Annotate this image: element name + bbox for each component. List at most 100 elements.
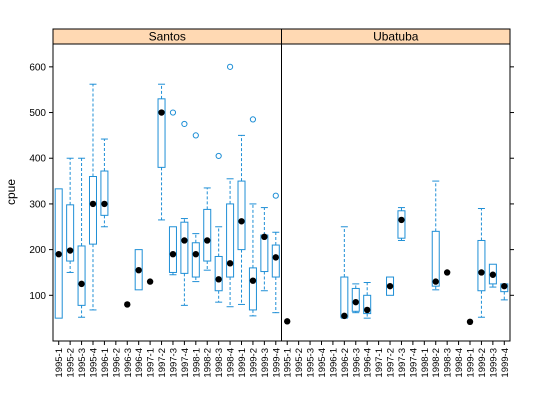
box-iqr <box>191 242 200 278</box>
y-tick-label: 100 <box>29 291 46 302</box>
outlier-point <box>215 152 222 160</box>
box-iqr <box>157 98 166 168</box>
y-tick-label: 200 <box>29 245 46 256</box>
x-tick-label: 1997-2 <box>157 348 168 378</box>
median-dot <box>181 237 188 244</box>
outlier-point <box>169 109 177 116</box>
box-iqr <box>54 188 63 319</box>
panel-title: Santos <box>149 30 186 44</box>
median-dot <box>146 278 154 285</box>
outlier-point <box>249 116 257 123</box>
box-iqr <box>203 208 212 262</box>
box-iqr <box>88 176 97 245</box>
x-tick-label: 1998-1 <box>191 348 202 378</box>
box-iqr <box>248 267 257 311</box>
median-dot <box>272 254 279 261</box>
box-iqr <box>260 234 269 273</box>
median-dot <box>432 278 439 285</box>
x-tick-label: 1999-1 <box>237 348 248 378</box>
median-dot <box>261 233 268 241</box>
median-dot <box>352 298 359 306</box>
x-tick-label: 1996-2 <box>340 348 351 378</box>
x-tick-label: 1995-4 <box>317 348 328 378</box>
median-dot <box>124 301 131 308</box>
outlier-point <box>272 192 279 199</box>
x-tick-label: 1999-4 <box>271 348 282 378</box>
box-iqr <box>363 294 372 315</box>
x-tick-label: 1997-2 <box>386 348 397 378</box>
x-tick-label: 1998-3 <box>214 348 225 378</box>
x-tick-label: 1995-1 <box>54 348 65 378</box>
x-tick-label: 1998-1 <box>420 348 431 378</box>
x-tick-label: 1997-4 <box>180 348 191 378</box>
x-tick-label: 1995-3 <box>77 348 88 378</box>
x-tick-label: 1996-1 <box>100 348 111 378</box>
x-tick-label: 1997-1 <box>374 348 385 378</box>
median-dot <box>78 280 85 288</box>
box-iqr <box>100 170 109 216</box>
median-dot <box>249 277 257 284</box>
median-dot <box>158 109 165 116</box>
median-dot <box>215 276 222 283</box>
median-dot <box>443 269 451 276</box>
panel-frame <box>52 28 282 342</box>
median-dot <box>341 312 348 320</box>
x-tick-label: 1996-4 <box>134 348 145 378</box>
median-dot <box>363 306 371 314</box>
x-tick-label: 1998-2 <box>431 348 442 378</box>
x-tick-label: 1999-3 <box>260 348 271 378</box>
x-tick-label: 1997-1 <box>146 348 157 378</box>
median-dot <box>489 271 497 278</box>
median-dot <box>238 218 245 225</box>
y-tick-label: 300 <box>29 199 46 210</box>
box-iqr <box>340 276 349 318</box>
x-tick-label: 1995-1 <box>283 348 294 378</box>
x-tick-label: 1995-4 <box>88 348 99 378</box>
box-iqr <box>77 245 86 306</box>
median-dot <box>478 269 485 276</box>
x-tick-label: 1997-4 <box>408 348 419 378</box>
box-iqr <box>134 249 143 291</box>
median-dot <box>66 247 74 254</box>
outlier-point <box>181 120 188 128</box>
box-iqr <box>168 226 177 273</box>
x-tick-label: 1995-2 <box>66 348 77 378</box>
median-dot <box>226 260 234 267</box>
x-tick-label: 1998-4 <box>454 348 465 378</box>
x-tick-label: 1998-3 <box>443 348 454 378</box>
median-dot <box>192 250 200 258</box>
median-dot <box>386 282 394 290</box>
median-dot <box>55 250 62 258</box>
median-dot <box>89 200 97 208</box>
x-tick-label: 1999-2 <box>248 348 259 378</box>
x-tick-label: 1995-3 <box>306 348 317 378</box>
y-tick-label: 500 <box>29 108 46 119</box>
box-iqr <box>431 230 440 287</box>
box-iqr <box>386 276 395 296</box>
box-iqr <box>271 244 280 278</box>
outlier-point <box>192 132 199 139</box>
box-iqr <box>214 255 223 292</box>
x-tick-label: 1996-2 <box>111 348 122 378</box>
x-tick-label: 1995-2 <box>294 348 305 378</box>
x-tick-label: 1998-4 <box>226 348 237 378</box>
box-iqr <box>477 239 486 292</box>
box-iqr <box>351 287 360 312</box>
median-dot <box>101 200 108 208</box>
box-iqr <box>66 204 75 262</box>
panel-frame <box>281 28 511 342</box>
x-tick-label: 1999-1 <box>466 348 477 378</box>
median-dot <box>135 266 142 274</box>
x-tick-label: 1996-1 <box>328 348 339 378</box>
x-tick-label: 1998-2 <box>203 348 214 378</box>
median-dot <box>204 237 211 244</box>
panel-title: Ubatuba <box>373 30 419 44</box>
median-dot <box>466 318 474 326</box>
x-tick-label: 1997-3 <box>397 348 408 378</box>
box-iqr <box>488 263 497 285</box>
y-tick-label: 400 <box>29 154 46 165</box>
outlier-point <box>226 63 234 70</box>
x-tick-label: 1999-2 <box>477 348 488 378</box>
